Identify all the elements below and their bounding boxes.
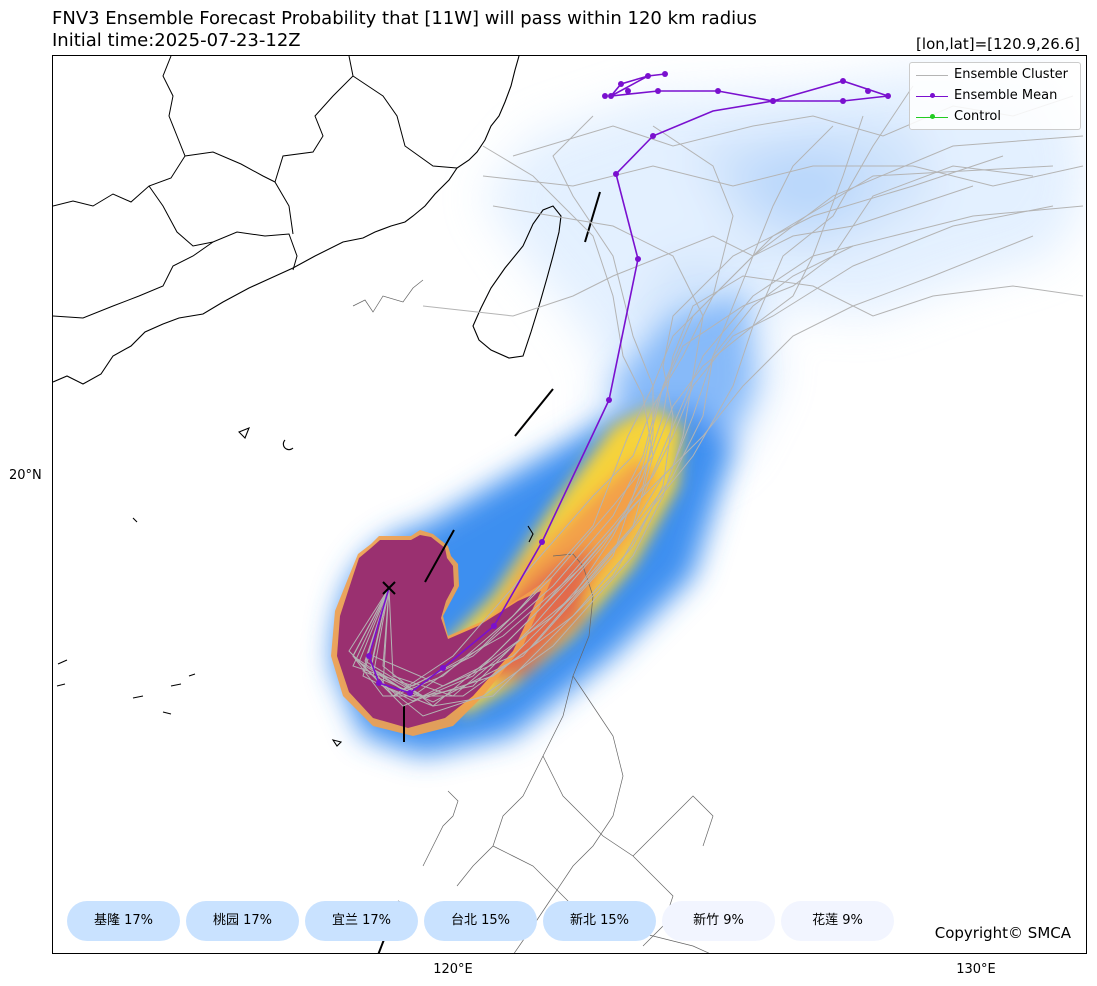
city-probability-badge: 基隆 17% bbox=[67, 901, 180, 941]
chart-title: FNV3 Ensemble Forecast Probability that … bbox=[52, 8, 757, 29]
x-axis-label: 120°E bbox=[433, 962, 473, 977]
y-axis-label: 20°N bbox=[9, 468, 42, 483]
copyright: Copyright© SMCA bbox=[934, 924, 1071, 942]
legend-marker bbox=[930, 93, 935, 98]
legend: Ensemble Cluster Ensemble Mean Control bbox=[909, 62, 1081, 130]
legend-item-cluster: Ensemble Cluster bbox=[910, 65, 1080, 85]
city-probability-badge: 台北 15% bbox=[424, 901, 537, 941]
legend-line-swatch bbox=[916, 75, 948, 76]
city-probability-badge: 新竹 9% bbox=[662, 901, 775, 941]
legend-label: Control bbox=[954, 109, 1001, 124]
x-axis-label: 130°E bbox=[956, 962, 996, 977]
city-probability-badge: 桃园 17% bbox=[186, 901, 299, 941]
map-frame bbox=[52, 55, 1087, 954]
city-probability-badge: 花莲 9% bbox=[781, 901, 894, 941]
legend-marker bbox=[930, 114, 935, 119]
city-probability-badge: 新北 15% bbox=[543, 901, 656, 941]
legend-label: Ensemble Mean bbox=[954, 88, 1058, 103]
province-borders bbox=[53, 56, 458, 319]
legend-item-mean: Ensemble Mean bbox=[910, 86, 1080, 106]
ensemble-mean-track bbox=[366, 71, 891, 696]
legend-item-control: Control bbox=[910, 107, 1080, 127]
city-probability-badge: 宜兰 17% bbox=[305, 901, 418, 941]
coordinate-readout: [lon,lat]=[120.9,26.6] bbox=[916, 35, 1080, 53]
initial-time: Initial time:2025-07-23-12Z bbox=[52, 30, 301, 51]
initial-position-marker bbox=[382, 581, 396, 595]
coastlines bbox=[53, 56, 562, 747]
probability-faint-field bbox=[483, 71, 1083, 486]
map-canvas bbox=[53, 56, 1084, 953]
legend-label: Ensemble Cluster bbox=[954, 67, 1069, 82]
ensemble-cluster-tracks bbox=[348, 85, 1084, 717]
